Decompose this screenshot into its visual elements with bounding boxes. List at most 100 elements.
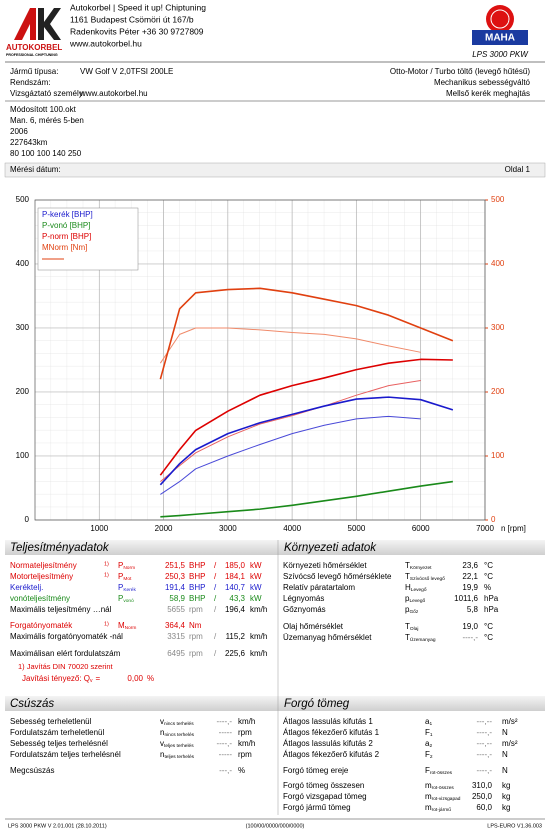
legend-entry: P-norm [BHP] — [42, 232, 91, 241]
row-value: ----,- — [216, 739, 232, 748]
symbol: nteljes terhelés — [160, 750, 195, 760]
symbol-main: p — [405, 605, 410, 614]
row-sep: / — [214, 594, 217, 603]
footnote: 1) Javítás DIN 70020 szerint — [18, 662, 114, 671]
vehicle-spec: Mellső kerék meghajtás — [446, 89, 530, 98]
factor-unit: % — [147, 674, 154, 683]
row-unit: km/h — [238, 739, 255, 748]
row-label: Átlagos lassulás kifutás 2 — [283, 739, 373, 748]
factor-value: 0,00 — [127, 674, 143, 683]
symbol: MNorm — [118, 621, 136, 631]
symbol: Pvonó — [118, 594, 134, 604]
y-tick-label: 200 — [16, 387, 30, 396]
row-value: 364,4 — [165, 621, 186, 630]
row-value: ---,-- — [476, 717, 492, 726]
symbol-sub: rot-vizsgapad — [432, 796, 461, 802]
row-value: 3315 — [167, 632, 185, 641]
row-label: Szívócső levegő hőmérséklete — [283, 572, 392, 581]
vehicle-label: Jármű típusa: — [10, 67, 58, 76]
symbol-sub: Olaj — [410, 626, 419, 632]
symbol-sub: Norm — [123, 565, 135, 571]
brand: MAHA — [485, 33, 515, 44]
row-unit: °C — [484, 561, 493, 570]
row-unit: km/h — [250, 605, 267, 614]
row-unit: BHP — [189, 572, 205, 581]
row-unit: m/s² — [502, 739, 518, 748]
vehicle-value: VW Golf V 2,0TFSI 200LE — [80, 67, 173, 76]
note-line: Módosított 100.okt — [10, 105, 77, 114]
row-unit: BHP — [189, 583, 205, 592]
symbol-sub: 2 — [430, 754, 433, 760]
x-tick-label: 3000 — [219, 524, 237, 533]
symbol-sub: 1 — [429, 721, 432, 727]
symbol: F1 — [425, 728, 433, 738]
date-band — [4, 162, 546, 178]
row-label: Forgó vizsgapad tömeg — [283, 792, 367, 801]
row-value: 115,2 — [226, 632, 246, 641]
symbol-sub: Környezet — [410, 565, 432, 571]
logo-autokorbel — [14, 8, 61, 40]
row-label: Forgó jármű tömeg — [283, 803, 351, 812]
row-unit: rpm — [189, 632, 203, 641]
date-label: Mérési dátum: — [10, 165, 61, 174]
row-label: Légnyomás — [283, 594, 324, 603]
row-unit: kW — [250, 583, 262, 592]
row-unit: kW — [250, 594, 262, 603]
x-tick-label: 5000 — [348, 524, 366, 533]
row-label: Forgó tömeg összesen — [283, 781, 364, 790]
y-tick-label: 0 — [25, 515, 30, 524]
section-title: Környezeti adatok — [284, 542, 377, 554]
section-title: Teljesítményadatok — [10, 542, 110, 554]
row-note: 1) — [104, 572, 109, 578]
symbol-main: v — [160, 739, 164, 748]
symbol-main: T — [405, 561, 410, 570]
row-value: 140,7 — [225, 583, 246, 592]
note-line: 227643km — [10, 138, 48, 147]
symbol-main: v — [160, 717, 164, 726]
y2-tick-label: 400 — [491, 259, 505, 268]
series-line — [159, 327, 421, 364]
row-value: 5,8 — [467, 605, 479, 614]
row-label: Gőznyomás — [283, 605, 326, 614]
row-sep: / — [214, 632, 217, 641]
symbol: F2 — [425, 750, 433, 760]
logo-text: AUTOKORBEL — [6, 43, 62, 52]
symbol-sub: Mot — [123, 576, 132, 582]
row-unit: kW — [250, 572, 262, 581]
y-tick-label: 500 — [16, 195, 30, 204]
row-unit: BHP — [189, 594, 205, 603]
y-tick-label: 300 — [16, 323, 30, 332]
row-label: Átlagos fékezőerő kifutás 1 — [283, 728, 380, 737]
footer-right: LPS-EURO V1.36.003 — [487, 823, 542, 829]
row-value: 23,6 — [462, 561, 478, 570]
symbol: TOlaj — [405, 622, 418, 632]
symbol-main: F — [425, 728, 430, 737]
row-value: ----,- — [462, 633, 478, 642]
row-label: vonóteljesítmény — [10, 594, 70, 603]
note-line: 80 100 100 140 250 — [10, 149, 82, 158]
legend-entry: MNorm [Nm] — [42, 243, 87, 252]
row-sep: / — [214, 605, 217, 614]
symbol: Frot-összes — [425, 766, 453, 776]
company-line: Autokorbel | Speed it up! Chiptuning — [70, 2, 206, 12]
footer-center: (100/00/0000/000/0000) — [246, 823, 305, 829]
series-line — [160, 379, 421, 482]
x-tick-label: 2000 — [155, 524, 173, 533]
row-note: 1) — [104, 561, 109, 567]
symbol: pLevegő — [405, 594, 426, 604]
row-label: Forgatónyomaték — [10, 621, 73, 630]
row-unit: rpm — [238, 728, 252, 737]
x-axis-label: n [rpm] — [501, 524, 526, 533]
symbol-main: a — [425, 739, 430, 748]
symbol-sub: 1 — [430, 732, 433, 738]
vehicle-label: Vizsgáztató személy: — [10, 89, 85, 98]
row-unit: N — [502, 766, 508, 775]
row-value: 225,6 — [225, 649, 246, 658]
symbol: PMot — [118, 572, 132, 582]
series-line — [160, 415, 421, 495]
symbol-sub: Levegő — [411, 587, 427, 593]
row-label: Sebesség teljes terhelésnél — [10, 739, 108, 748]
row-label: Keréktelj. — [10, 583, 43, 592]
row-value: ----,- — [476, 728, 492, 737]
x-tick-label: 1000 — [90, 524, 108, 533]
